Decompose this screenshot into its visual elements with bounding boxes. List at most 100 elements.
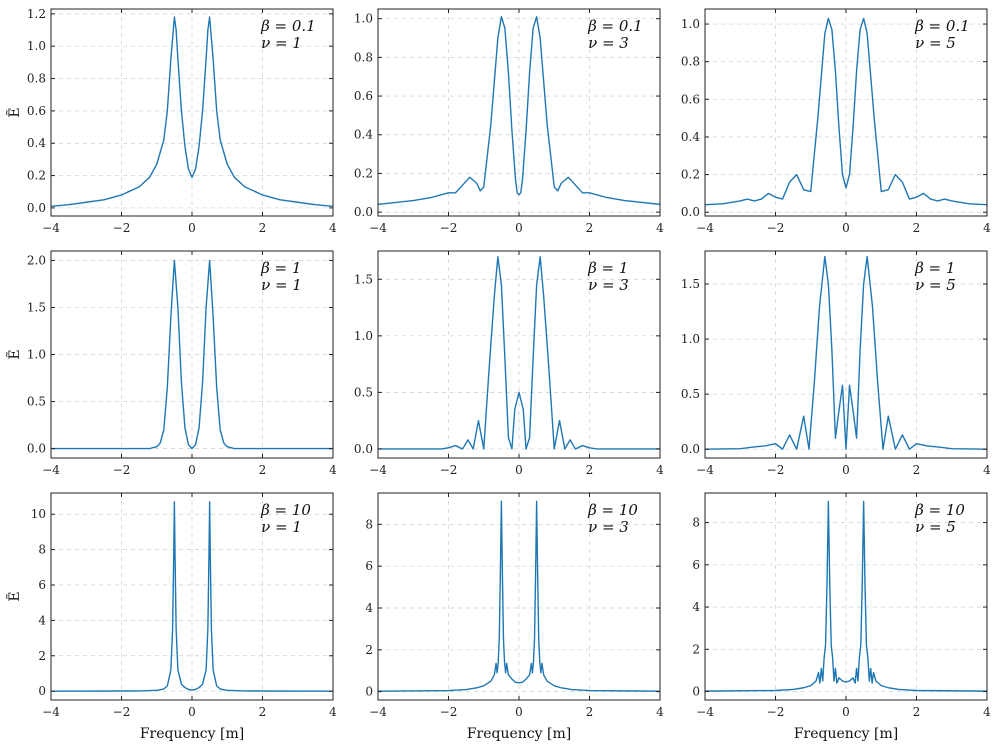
y-tick-label: 0.4 xyxy=(681,130,700,144)
y-tick-label: 0.6 xyxy=(27,104,46,118)
parameter-annotation: ν = 5 xyxy=(915,34,956,52)
x-tick-label: −4 xyxy=(369,463,387,477)
subplot-3-2: −4 −2 0 2 4 0 2 4 6 8 β = 10ν = 3 Frequency [m] xyxy=(365,492,664,742)
y-tick-label: 0.5 xyxy=(681,387,700,401)
x-tick-label: −4 xyxy=(696,705,714,719)
y-axis-label: Ẽ xyxy=(5,591,23,601)
subplot-2-3: −4 −2 0 2 4 0.0 0.5 1.0 1.5 β = 1ν = 5 xyxy=(681,250,991,477)
x-tick-label: −4 xyxy=(42,463,60,477)
x-tick-label: 4 xyxy=(656,463,664,477)
x-tick-label: 2 xyxy=(259,221,267,235)
parameter-annotation: β = 1 xyxy=(587,259,628,277)
x-tick-label: −2 xyxy=(113,221,131,235)
data-line xyxy=(378,255,660,450)
parameter-annotation: ν = 5 xyxy=(915,518,956,536)
x-tick-label: 0 xyxy=(842,705,850,719)
y-tick-label: 1.0 xyxy=(354,329,373,343)
y-axis-label: Ẽ xyxy=(5,107,23,117)
x-tick-label: −2 xyxy=(767,463,785,477)
y-tick-label: 8 xyxy=(365,517,373,531)
y-tick-label: 0.2 xyxy=(681,168,700,182)
x-tick-label: 2 xyxy=(586,221,594,235)
y-tick-label: 0.6 xyxy=(354,89,373,103)
data-line xyxy=(705,255,987,450)
data-line xyxy=(378,16,660,206)
y-tick-label: 0.2 xyxy=(354,166,373,180)
y-tick-label: 8 xyxy=(38,543,46,557)
x-tick-label: 2 xyxy=(259,705,267,719)
y-tick-label: 0.8 xyxy=(354,50,373,64)
y-tick-label: 2 xyxy=(365,643,373,657)
y-tick-label: 10 xyxy=(31,507,46,521)
y-tick-label: 0 xyxy=(38,684,46,698)
x-tick-label: 0 xyxy=(515,705,523,719)
parameter-annotation: β = 0.1 xyxy=(587,17,643,35)
y-tick-label: 2 xyxy=(38,649,46,663)
y-tick-label: 1.5 xyxy=(354,272,373,286)
y-tick-label: 1.0 xyxy=(27,348,46,362)
x-tick-label: −2 xyxy=(113,705,131,719)
y-tick-label: 2.0 xyxy=(27,253,46,267)
x-tick-label: −4 xyxy=(369,705,387,719)
y-tick-label: 1.0 xyxy=(681,332,700,346)
x-axis-label: Frequency [m] xyxy=(467,726,571,742)
x-tick-label: 0 xyxy=(842,463,850,477)
y-tick-label: 0.8 xyxy=(27,72,46,86)
x-tick-label: 2 xyxy=(259,463,267,477)
x-tick-label: 4 xyxy=(656,221,664,235)
parameter-annotation: β = 10 xyxy=(914,501,965,519)
parameter-annotation: ν = 3 xyxy=(588,34,629,52)
x-tick-label: −2 xyxy=(440,221,458,235)
y-tick-label: 6 xyxy=(38,578,46,592)
y-tick-label: 0.4 xyxy=(354,128,373,142)
y-tick-label: 0.2 xyxy=(27,169,46,183)
x-tick-label: −4 xyxy=(696,221,714,235)
x-tick-label: 2 xyxy=(586,463,594,477)
subplot-2-2: −4 −2 0 2 4 0.0 0.5 1.0 1.5 β = 1ν = 3 xyxy=(354,250,664,477)
y-tick-label: 0.0 xyxy=(354,442,373,456)
y-tick-label: 0 xyxy=(365,685,373,699)
y-tick-label: 0.0 xyxy=(27,201,46,215)
y-tick-label: 2 xyxy=(692,642,700,656)
parameter-annotation: ν = 3 xyxy=(588,276,629,294)
x-axis-label: Frequency [m] xyxy=(794,726,898,742)
y-tick-label: 0.8 xyxy=(681,55,700,69)
x-tick-label: 4 xyxy=(329,705,337,719)
y-tick-label: 0.0 xyxy=(27,442,46,456)
x-tick-label: 0 xyxy=(188,221,196,235)
x-tick-label: −2 xyxy=(113,463,131,477)
y-tick-label: 0.0 xyxy=(681,205,700,219)
x-tick-label: −4 xyxy=(42,221,60,235)
parameter-annotation: β = 0.1 xyxy=(260,17,316,35)
subplot-1-2: −4 −2 0 2 4 0.0 0.2 0.4 0.6 0.8 1.0 β = 0.1ν = 3 xyxy=(354,8,664,235)
x-tick-label: −4 xyxy=(42,705,60,719)
subplot-1-3: −4 −2 0 2 4 0.0 0.2 0.4 0.6 0.8 1.0 β = 0.1ν = 5 xyxy=(681,8,991,235)
y-tick-label: 0 xyxy=(692,685,700,699)
x-tick-label: 4 xyxy=(983,705,991,719)
y-tick-label: 4 xyxy=(38,613,46,627)
parameter-annotation: β = 1 xyxy=(260,259,301,277)
y-tick-label: 6 xyxy=(692,558,700,572)
x-tick-label: −4 xyxy=(696,463,714,477)
subplot-2-1: −4 −2 0 2 4 0.0 0.5 1.0 1.5 2.0 β = 1ν = 1 Ẽ xyxy=(5,250,337,477)
x-tick-label: 2 xyxy=(913,463,921,477)
y-tick-label: 1.0 xyxy=(681,17,700,31)
y-tick-label: 8 xyxy=(692,516,700,530)
parameter-annotation: ν = 3 xyxy=(588,518,629,536)
x-tick-label: −2 xyxy=(767,221,785,235)
x-tick-label: 2 xyxy=(913,221,921,235)
y-tick-label: 1.0 xyxy=(354,12,373,26)
data-line xyxy=(51,16,333,207)
parameter-annotation: ν = 1 xyxy=(261,34,302,52)
x-tick-label: 0 xyxy=(188,463,196,477)
parameter-annotation: ν = 1 xyxy=(261,518,302,536)
parameter-annotation: β = 0.1 xyxy=(914,17,970,35)
subplot-3-1: −4 −2 0 2 4 0 2 4 6 8 10 β = 10ν = 1 Ẽ Frequency [m] xyxy=(5,492,337,742)
subplot-3-3: −4 −2 0 2 4 0 2 4 6 8 β = 10ν = 5 Frequency [m] xyxy=(692,492,991,742)
x-tick-label: −2 xyxy=(440,463,458,477)
y-tick-label: 0.4 xyxy=(27,136,46,150)
y-tick-label: 0.6 xyxy=(681,92,700,106)
parameter-annotation: ν = 1 xyxy=(261,276,302,294)
y-tick-label: 1.5 xyxy=(681,277,700,291)
y-tick-label: 1.5 xyxy=(27,300,46,314)
